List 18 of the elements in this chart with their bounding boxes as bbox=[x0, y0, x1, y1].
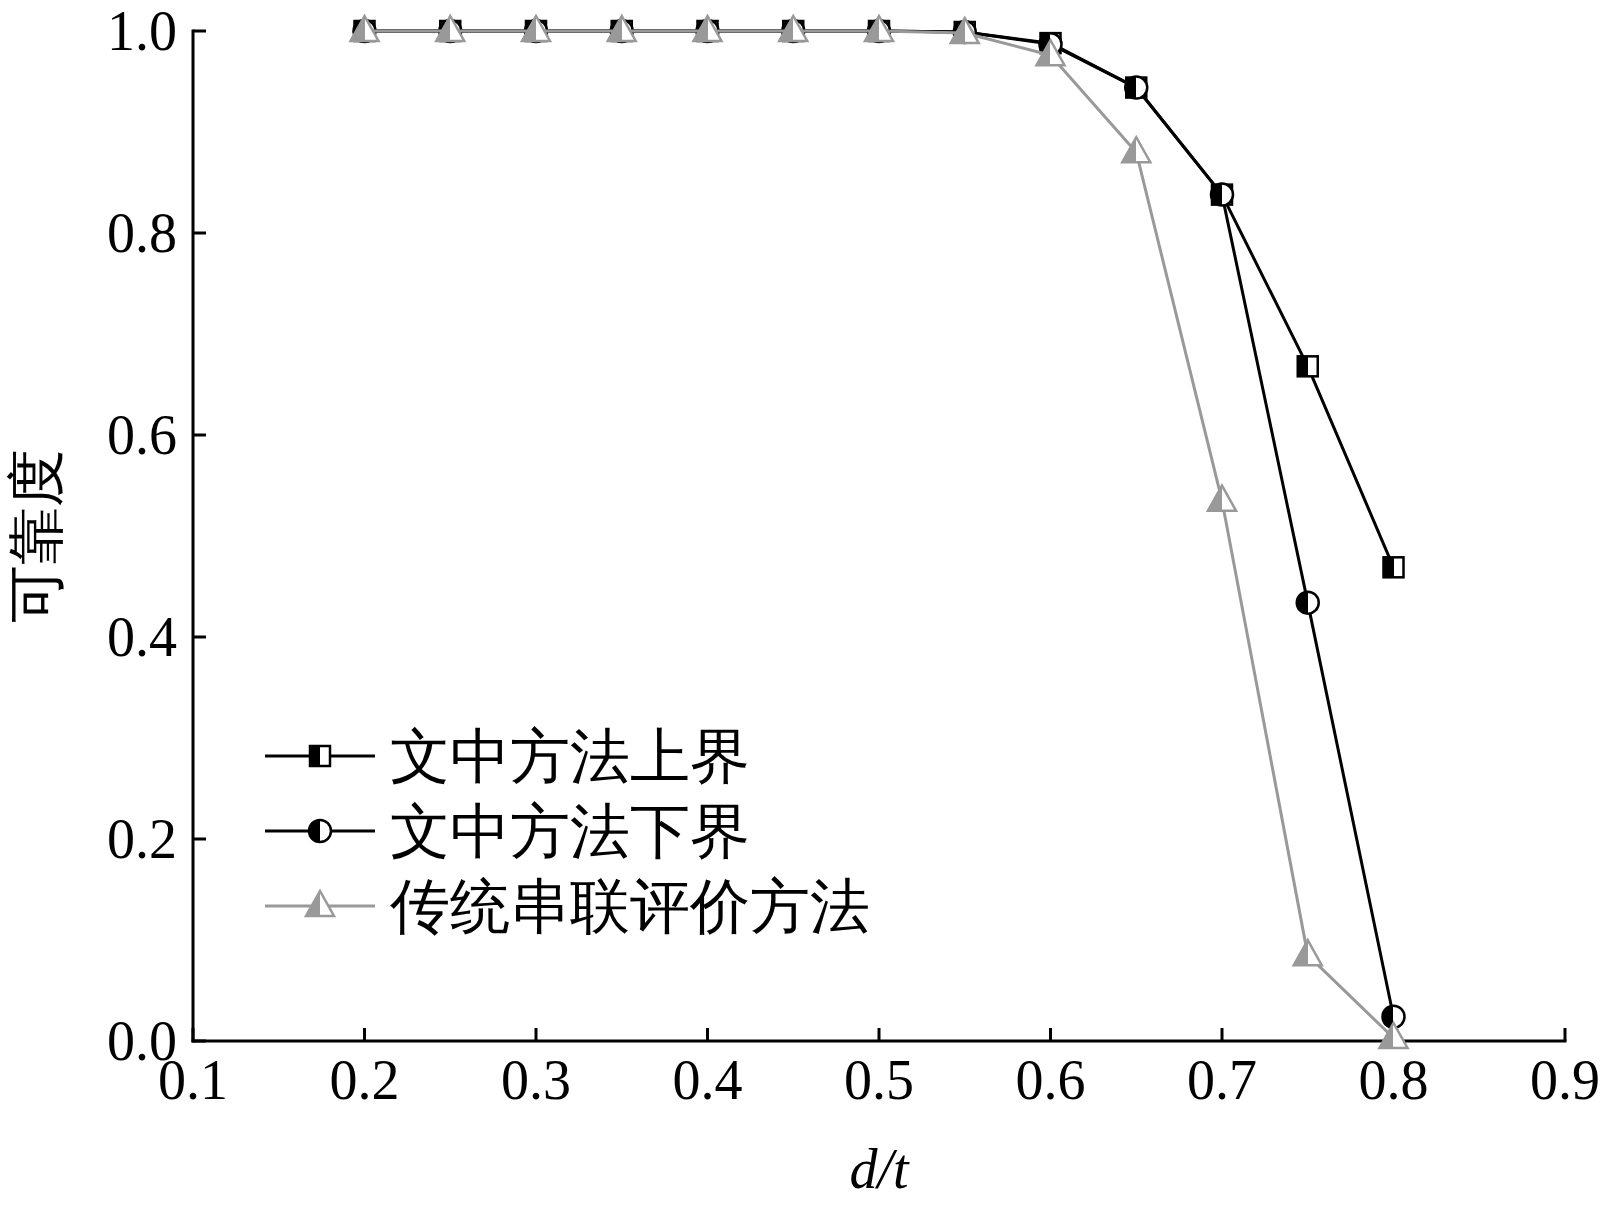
legend-label: 传统串联评价方法 bbox=[390, 874, 870, 940]
x-axis-title: d/t bbox=[849, 1138, 910, 1200]
x-tick-label: 0.5 bbox=[844, 1049, 914, 1111]
y-tick-label: 1.0 bbox=[107, 0, 177, 62]
x-tick-label: 0.4 bbox=[672, 1049, 743, 1111]
y-tick-label: 0.6 bbox=[107, 404, 177, 466]
y-tick-label: 0.8 bbox=[107, 202, 177, 264]
y-tick-label: 0.4 bbox=[107, 606, 177, 668]
x-tick-label: 0.3 bbox=[501, 1049, 571, 1111]
legend-label: 文中方法上界 bbox=[390, 724, 750, 790]
x-tick-label: 0.9 bbox=[1530, 1049, 1600, 1111]
y-axis-title: 可靠度 bbox=[4, 449, 69, 623]
legend-label: 文中方法下界 bbox=[390, 799, 750, 865]
y-tick-label: 0.2 bbox=[107, 808, 177, 870]
x-tick-label: 0.2 bbox=[329, 1049, 400, 1111]
x-tick-label: 0.6 bbox=[1015, 1049, 1086, 1111]
x-tick-label: 0.8 bbox=[1358, 1049, 1429, 1111]
x-tick-label: 0.7 bbox=[1187, 1049, 1257, 1111]
